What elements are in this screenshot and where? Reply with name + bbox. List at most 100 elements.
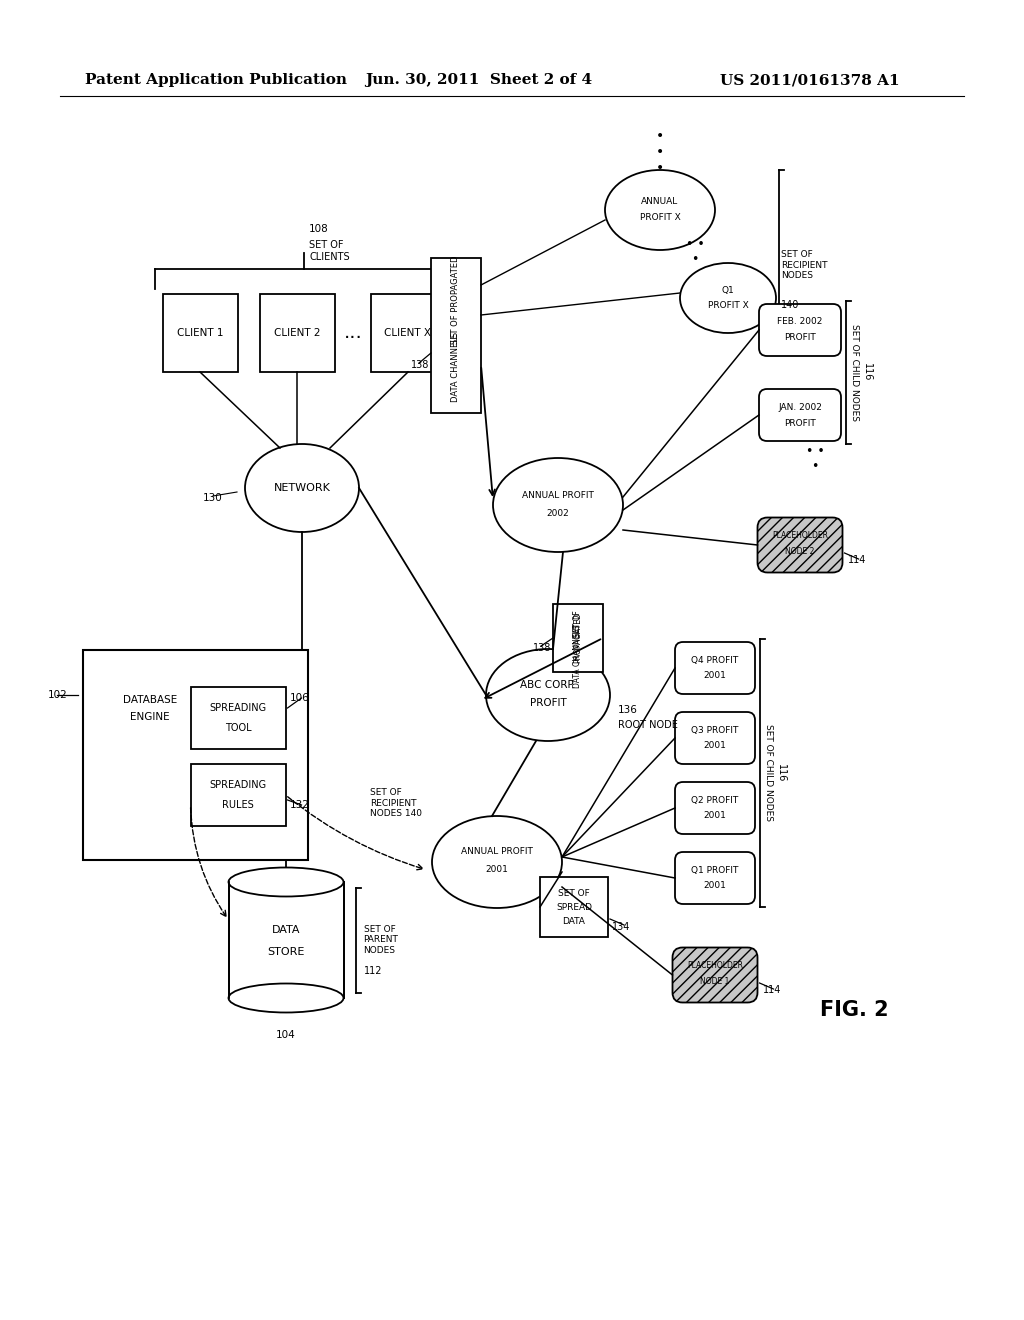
Text: DATABASE: DATABASE (123, 696, 177, 705)
Text: SET OF
RECIPIENT
NODES 140: SET OF RECIPIENT NODES 140 (370, 788, 422, 818)
Text: NETWORK: NETWORK (273, 483, 331, 492)
Text: Q3 PROFIT: Q3 PROFIT (691, 726, 738, 734)
Text: PROFIT: PROFIT (529, 698, 566, 708)
Text: PROFIT X: PROFIT X (640, 214, 680, 223)
FancyBboxPatch shape (190, 764, 286, 826)
Text: PLACEHOLDER: PLACEHOLDER (772, 532, 828, 540)
Text: US 2011/0161378 A1: US 2011/0161378 A1 (720, 73, 900, 87)
Text: 130: 130 (203, 492, 223, 503)
Text: CLIENT 1: CLIENT 1 (177, 327, 223, 338)
FancyBboxPatch shape (759, 304, 841, 356)
Text: DATA CHANNELS: DATA CHANNELS (573, 624, 583, 688)
Text: SPREADING: SPREADING (210, 704, 266, 713)
Text: 138: 138 (534, 643, 551, 653)
Text: 138: 138 (411, 360, 429, 370)
Text: DATA CHANNELS: DATA CHANNELS (452, 331, 461, 403)
Text: 116: 116 (776, 764, 786, 783)
Text: Q2 PROFIT: Q2 PROFIT (691, 796, 738, 804)
Text: SET OF CHILD NODES: SET OF CHILD NODES (850, 323, 858, 421)
FancyBboxPatch shape (540, 876, 608, 937)
Text: SET OF PROPAGATED: SET OF PROPAGATED (452, 256, 461, 345)
Text: 112: 112 (364, 965, 382, 975)
Text: ANNUAL PROFIT: ANNUAL PROFIT (522, 491, 594, 499)
Text: ROOT NODE: ROOT NODE (618, 719, 678, 730)
FancyBboxPatch shape (675, 642, 755, 694)
Text: SPREAD: SPREAD (556, 903, 592, 912)
Text: 2001: 2001 (703, 882, 726, 891)
Ellipse shape (486, 649, 610, 741)
Text: 2001: 2001 (703, 742, 726, 751)
Text: 132: 132 (290, 800, 309, 810)
Text: SPREADING: SPREADING (210, 780, 266, 789)
Text: SET OF
CLIENTS: SET OF CLIENTS (309, 240, 349, 261)
FancyBboxPatch shape (431, 257, 481, 412)
FancyBboxPatch shape (83, 649, 307, 861)
Text: PROPAGATED: PROPAGATED (573, 612, 583, 664)
FancyBboxPatch shape (553, 605, 603, 672)
FancyBboxPatch shape (259, 294, 335, 372)
Ellipse shape (228, 867, 343, 896)
Text: PROFIT: PROFIT (784, 334, 816, 342)
Ellipse shape (432, 816, 562, 908)
Text: 2001: 2001 (703, 812, 726, 821)
Text: TOOL: TOOL (224, 723, 251, 733)
Text: 140: 140 (781, 300, 800, 310)
Text: SET OF: SET OF (558, 888, 590, 898)
Text: 136: 136 (618, 705, 638, 715)
Text: Q4 PROFIT: Q4 PROFIT (691, 656, 738, 664)
Text: 134: 134 (612, 921, 631, 932)
Text: ...: ... (344, 323, 362, 342)
Text: NODE 2: NODE 2 (785, 548, 815, 557)
Text: 2001: 2001 (703, 672, 726, 681)
Text: ANNUAL: ANNUAL (641, 198, 679, 206)
FancyBboxPatch shape (675, 851, 755, 904)
Text: 114: 114 (848, 554, 866, 565)
Text: 116: 116 (862, 363, 872, 381)
Text: SET OF: SET OF (573, 611, 583, 638)
FancyBboxPatch shape (163, 294, 238, 372)
Ellipse shape (680, 263, 776, 333)
Text: FIG. 2: FIG. 2 (820, 1001, 889, 1020)
Text: CLIENT 2: CLIENT 2 (273, 327, 321, 338)
Ellipse shape (228, 983, 343, 1012)
Ellipse shape (605, 170, 715, 249)
FancyBboxPatch shape (371, 294, 445, 372)
Text: Q1: Q1 (722, 286, 734, 296)
Ellipse shape (245, 444, 359, 532)
Text: SET OF
RECIPIENT
NODES: SET OF RECIPIENT NODES (781, 249, 827, 280)
FancyBboxPatch shape (190, 686, 286, 748)
Text: ABC CORP.: ABC CORP. (520, 680, 575, 690)
Text: DATA: DATA (271, 925, 300, 935)
Text: PROFIT X: PROFIT X (708, 301, 749, 310)
Text: SET OF CHILD NODES: SET OF CHILD NODES (764, 725, 772, 821)
Ellipse shape (493, 458, 623, 552)
Text: 106: 106 (290, 693, 309, 704)
Text: CLIENT X: CLIENT X (384, 327, 431, 338)
FancyBboxPatch shape (228, 882, 343, 998)
FancyBboxPatch shape (758, 517, 843, 573)
FancyBboxPatch shape (675, 781, 755, 834)
Text: • •
•: • • • (806, 445, 824, 473)
Text: ANNUAL PROFIT: ANNUAL PROFIT (461, 847, 532, 857)
Text: 2002: 2002 (547, 508, 569, 517)
Text: 102: 102 (47, 690, 68, 700)
Text: PLACEHOLDER: PLACEHOLDER (687, 961, 743, 970)
Text: PROFIT: PROFIT (784, 418, 816, 428)
Text: JAN. 2002: JAN. 2002 (778, 403, 822, 412)
Text: 104: 104 (276, 1030, 296, 1040)
Text: • •
•: • • • (686, 238, 705, 267)
Text: DATA: DATA (562, 916, 586, 925)
Text: Jun. 30, 2011  Sheet 2 of 4: Jun. 30, 2011 Sheet 2 of 4 (365, 73, 592, 87)
Text: Q1 PROFIT: Q1 PROFIT (691, 866, 738, 874)
FancyBboxPatch shape (675, 711, 755, 764)
Text: Patent Application Publication: Patent Application Publication (85, 73, 347, 87)
Text: NODE 1: NODE 1 (700, 978, 730, 986)
Text: 108: 108 (309, 224, 329, 234)
Text: 114: 114 (763, 985, 781, 995)
Text: FEB. 2002: FEB. 2002 (777, 318, 822, 326)
FancyBboxPatch shape (759, 389, 841, 441)
Text: SET OF
PARENT
NODES: SET OF PARENT NODES (364, 925, 398, 954)
Text: 2001: 2001 (485, 866, 509, 874)
Text: STORE: STORE (267, 946, 305, 957)
FancyBboxPatch shape (673, 948, 758, 1002)
